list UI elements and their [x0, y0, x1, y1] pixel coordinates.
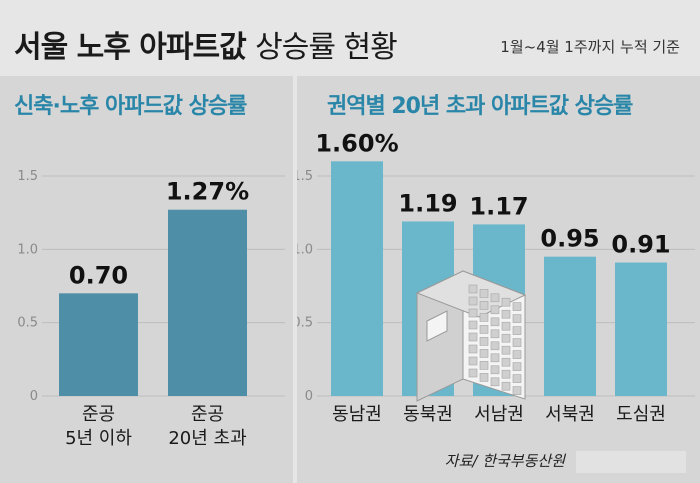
building-window: [468, 308, 478, 318]
building-window: [490, 317, 500, 327]
building-window: [479, 301, 489, 310]
value-label: 1.27%: [166, 178, 249, 206]
right-chart-title: 권역별 20년 초과 아파트값 상승률: [327, 94, 633, 119]
y-tick-label: 1.5: [297, 169, 313, 184]
category-label: 도심권: [616, 404, 666, 425]
building-window: [479, 313, 489, 322]
left-bar-chart: 0 0.5 1.0 1.5 0.70 준공 5년 이하 1.27% 준공 20년 초과: [17, 169, 285, 449]
building-window: [501, 381, 511, 391]
building-window: [490, 353, 500, 363]
building-window: [468, 320, 478, 330]
value-label: 0.70: [69, 261, 128, 289]
building-window: [501, 357, 511, 367]
header: 서울 노후 아파트값 상승률 현황 1월~4월 1주까지 누적 기준: [0, 0, 700, 76]
category-label: 5년 이하: [65, 428, 132, 449]
building-window: [490, 365, 500, 375]
building-window: [468, 284, 478, 294]
value-label: 1.19: [398, 189, 457, 217]
y-tick-label: 0.5: [297, 316, 313, 331]
page-title: 서울 노후 아파트값 상승률 현황: [14, 22, 398, 66]
building-window: [501, 297, 511, 307]
building-window: [479, 349, 489, 358]
category-label: 준공: [191, 404, 224, 425]
building-window: [501, 369, 511, 379]
building-window: [501, 309, 511, 319]
title-light: 상승률 현황: [255, 30, 398, 65]
building-window: [468, 344, 478, 354]
bar: [59, 293, 138, 396]
building-window: [490, 293, 500, 303]
y-tick-label: 1.0: [17, 242, 38, 257]
category-label: 준공: [82, 404, 115, 425]
building-window: [512, 350, 522, 359]
building-window: [512, 338, 522, 347]
y-tick-label: 0: [30, 389, 38, 404]
bar: [544, 256, 596, 396]
category-label: 서남권: [474, 404, 524, 425]
building-window: [468, 296, 478, 306]
building-window: [501, 345, 511, 355]
source-background: [576, 451, 686, 473]
source-note: 자료/ 한국부동산원: [444, 452, 565, 470]
basis-note: 1월~4월 1주까지 누적 기준: [500, 38, 680, 56]
building-window: [490, 305, 500, 315]
building-window: [479, 325, 489, 334]
building-window: [512, 302, 522, 311]
title-bold: 서울 노후 아파트값: [14, 30, 247, 65]
building-window: [501, 321, 511, 331]
category-label: 서북권: [545, 404, 595, 425]
building-window: [490, 329, 500, 339]
right-bar-chart: 0 0.5 1.0 1.51.60% 동남권 1.19 동북권 1.17 서남권 0.95 서북권 0…: [297, 129, 695, 425]
building-window: [512, 326, 522, 335]
bar: [331, 161, 383, 396]
building-window: [468, 368, 478, 378]
building-window: [512, 314, 522, 323]
apartment-building-icon: [415, 270, 527, 402]
left-chart-panel: 신축·노후 아파드값 상승률 0 0.5 1.0 1.5 0.70 준공 5년 이하 1.27…: [0, 76, 293, 483]
building-window: [512, 386, 522, 395]
value-label: 1.60%: [315, 129, 398, 157]
building-window: [468, 332, 478, 342]
y-tick-label: 0.5: [17, 316, 38, 331]
building-window: [490, 377, 500, 387]
bar: [615, 262, 667, 396]
y-tick-label: 0: [305, 389, 313, 404]
category-label: 20년 초과: [168, 428, 246, 449]
category-label: 동북권: [403, 404, 453, 425]
category-label: 동남권: [332, 404, 382, 425]
building-window: [512, 362, 522, 371]
building-window: [479, 289, 489, 298]
building-door: [426, 310, 448, 342]
building-window: [468, 356, 478, 366]
building-window: [479, 361, 489, 370]
building-window: [490, 341, 500, 351]
value-label: 0.95: [540, 225, 599, 253]
right-chart-panel: 권역별 20년 초과 아파트값 상승률 0 0.5 1.0 1.51.60% 동남권 1.…: [297, 76, 700, 483]
building-window: [501, 333, 511, 343]
left-chart-title: 신축·노후 아파드값 상승률: [14, 94, 247, 119]
bar: [168, 209, 247, 396]
y-tick-label: 1.0: [297, 242, 313, 257]
building-window: [479, 373, 489, 382]
building-window: [512, 374, 522, 383]
value-label: 0.91: [611, 231, 670, 259]
value-label: 1.17: [469, 192, 528, 220]
building-window: [479, 337, 489, 346]
y-tick-label: 1.5: [17, 169, 38, 184]
